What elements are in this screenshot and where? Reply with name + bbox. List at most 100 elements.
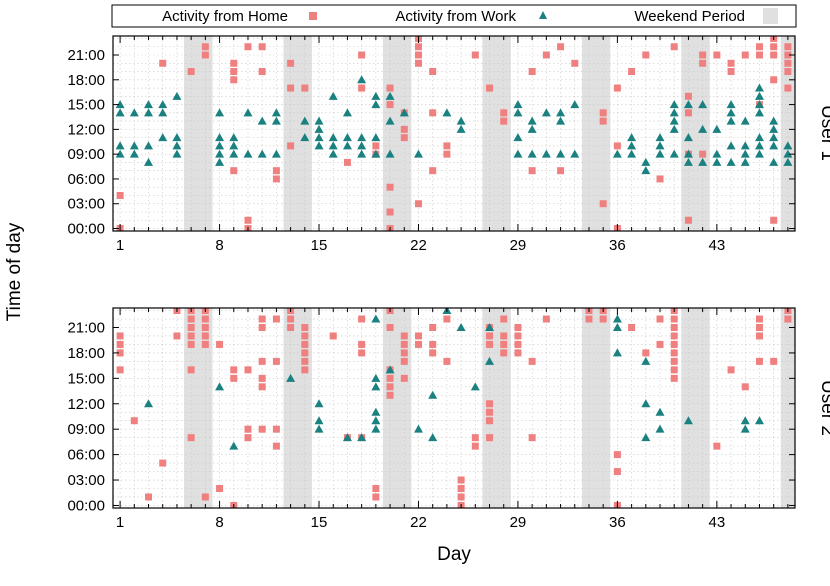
work-point: [144, 157, 154, 166]
work-point: [428, 390, 438, 399]
home-point: [599, 109, 607, 117]
work-point: [158, 108, 168, 117]
home-point: [258, 374, 266, 382]
x-tick-label: 15: [311, 514, 328, 531]
home-point: [400, 134, 408, 142]
work-point: [129, 149, 139, 158]
home-point: [216, 485, 224, 493]
home-point: [784, 59, 792, 67]
y-tick-label: 00:00: [67, 221, 105, 238]
home-point: [258, 357, 266, 365]
work-point: [726, 116, 736, 125]
axis-ticks: 1 8 15 22 29 36 43 00:00 03:00 06:00 09:00 12:00 15:…: [67, 308, 795, 531]
home-point: [386, 101, 394, 109]
y-tick-label: 18:00: [67, 345, 105, 362]
x-tick-label: 8: [215, 514, 223, 531]
work-point: [798, 331, 807, 339]
y-tick-label: 15:00: [67, 97, 105, 114]
panel-label-user-1: User 1: [817, 105, 830, 161]
work-point: [243, 108, 253, 117]
home-point: [386, 323, 394, 331]
home-point: [414, 59, 422, 67]
work-point: [470, 382, 480, 391]
work-point: [314, 133, 324, 142]
legend-weekend-swatch: [763, 8, 778, 24]
work-point: [172, 141, 182, 150]
work-point: [726, 100, 736, 109]
y-tick-label: 03:00: [67, 196, 105, 213]
home-point: [187, 315, 195, 323]
home-point: [784, 51, 792, 59]
y-tick-label: 21:00: [67, 47, 105, 64]
home-point: [414, 332, 422, 340]
home-point: [599, 315, 607, 323]
work-point: [485, 356, 495, 365]
home-point: [386, 391, 394, 399]
work-point: [740, 141, 750, 150]
home-point: [358, 84, 366, 92]
work-point: [243, 149, 253, 158]
home-point: [173, 332, 181, 340]
x-tick-label: 22: [410, 514, 427, 531]
home-point: [542, 315, 550, 323]
work-point: [428, 433, 438, 442]
home-point: [770, 76, 778, 84]
y-tick-label: 12:00: [67, 396, 105, 413]
home-point: [486, 84, 494, 92]
y-tick-label: 09:00: [67, 421, 105, 438]
work-point: [527, 124, 537, 133]
work-point: [769, 133, 779, 142]
work-point: [371, 382, 381, 391]
home-point: [443, 142, 451, 150]
home-point: [201, 493, 209, 501]
work-point: [328, 141, 338, 150]
home-point: [429, 109, 437, 117]
home-point: [486, 417, 494, 425]
home-point: [486, 400, 494, 408]
panel-label-user-2: User 2: [817, 380, 830, 436]
work-point: [669, 108, 679, 117]
home-point: [429, 68, 437, 76]
x-axis-label: Day: [437, 544, 471, 565]
home-point: [386, 183, 394, 191]
work-point: [527, 149, 537, 158]
home-point: [599, 200, 607, 208]
home-point: [642, 349, 650, 357]
work-point: [215, 149, 225, 158]
home-point: [784, 315, 792, 323]
home-point: [528, 167, 536, 175]
work-point: [442, 108, 452, 117]
work-point: [669, 100, 679, 109]
work-point: [726, 141, 736, 150]
work-point: [371, 424, 381, 433]
legend-home-label: Activity from Home: [162, 8, 288, 25]
y-tick-label: 00:00: [67, 497, 105, 514]
x-tick-label: 43: [709, 237, 726, 254]
work-point: [683, 149, 693, 158]
home-point: [201, 332, 209, 340]
work-point: [513, 133, 523, 142]
home-point: [301, 84, 309, 92]
home-point: [145, 493, 153, 501]
home-point: [670, 374, 678, 382]
home-point: [386, 374, 394, 382]
home-point: [486, 332, 494, 340]
work-point: [229, 149, 239, 158]
home-point: [429, 323, 437, 331]
home-point: [400, 349, 408, 357]
x-tick-label: 36: [609, 514, 626, 531]
work-point: [342, 141, 352, 150]
work-point: [698, 124, 708, 133]
y-tick-label: 03:00: [67, 472, 105, 489]
home-point: [727, 59, 735, 67]
home-point: [187, 434, 195, 442]
work-point: [612, 149, 622, 158]
home-point: [557, 167, 565, 175]
work-point: [712, 149, 722, 158]
work-point: [144, 108, 154, 117]
work-point: [627, 133, 637, 142]
home-point: [542, 51, 550, 59]
home-point: [386, 84, 394, 92]
home-point: [755, 323, 763, 331]
